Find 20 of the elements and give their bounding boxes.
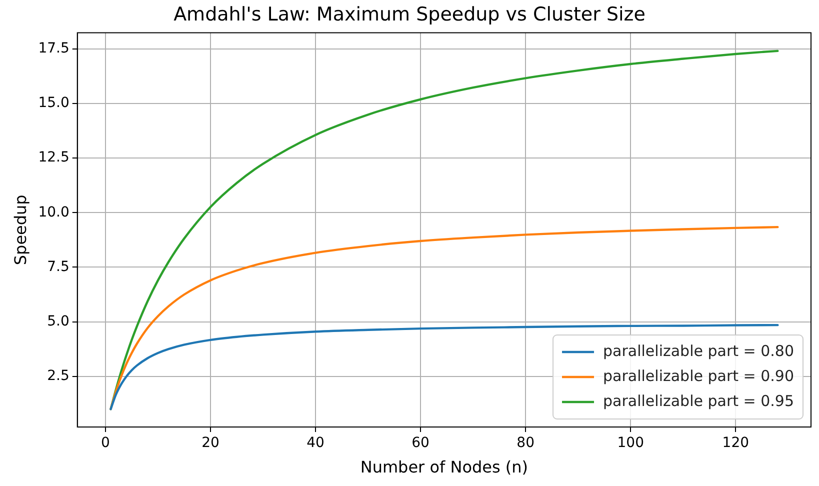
- legend-label: parallelizable part = 0.95: [603, 392, 794, 410]
- y-axis-title: Speedup: [10, 194, 30, 266]
- y-tick-label: 7.5: [47, 258, 70, 275]
- y-tick-label: 5.0: [47, 313, 70, 330]
- y-tick-label: 15.0: [38, 95, 70, 112]
- x-tick-label: 60: [412, 435, 430, 452]
- x-tick-label: 120: [722, 435, 750, 452]
- chart-title: Amdahl's Law: Maximum Speedup vs Cluster Size: [174, 3, 646, 26]
- x-tick-label: 100: [617, 435, 644, 452]
- legend-label: parallelizable part = 0.90: [603, 366, 794, 385]
- y-tick-label: 12.5: [38, 150, 70, 166]
- x-axis-title: Number of Nodes (n): [360, 458, 528, 477]
- legend-label: parallelizable part = 0.80: [603, 342, 794, 360]
- x-tick-label: 0: [101, 435, 110, 452]
- y-tick-label: 2.5: [47, 368, 70, 384]
- x-tick-label: 40: [306, 435, 324, 452]
- y-tick-label: 17.5: [38, 40, 70, 57]
- x-tick-label: 20: [202, 435, 220, 452]
- y-tick-label: 10.0: [38, 204, 70, 220]
- x-tick-label: 80: [516, 435, 534, 452]
